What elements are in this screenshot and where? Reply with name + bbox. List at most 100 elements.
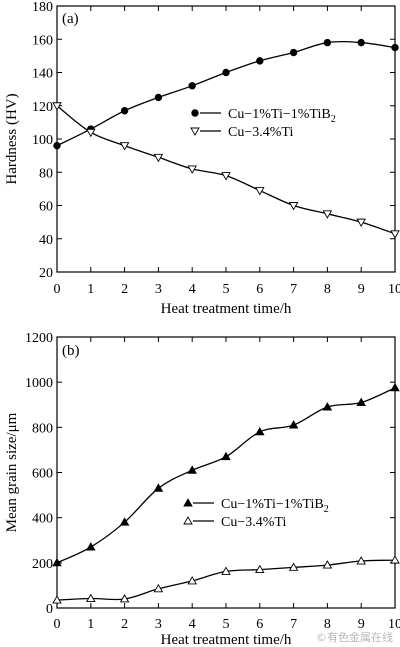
data-point: [356, 397, 366, 406]
data-point: [390, 382, 400, 392]
x-tick-label: 8: [324, 617, 331, 632]
y-tick-label: 100: [32, 133, 53, 148]
data-point: [119, 517, 130, 526]
data-point: [357, 38, 365, 47]
y-tick-label: 600: [32, 467, 53, 482]
data-point: [288, 420, 299, 429]
data-point: [289, 48, 298, 57]
x-tick-label: 9: [358, 617, 365, 632]
x-tick-label: 1: [87, 282, 94, 297]
x-tick-label: 5: [223, 282, 230, 297]
data-point: [153, 583, 164, 593]
data-point: [153, 153, 164, 163]
legend-marker: [183, 498, 193, 507]
y-tick-label: 0: [46, 602, 53, 617]
y-tick-label: 1000: [25, 376, 53, 391]
x-axis-label: Heat treatment time/h: [161, 301, 292, 317]
data-point: [221, 451, 231, 461]
x-tick-label: 6: [256, 617, 263, 632]
legend-entry: Cu−3.4%Ti: [228, 125, 293, 140]
legend-marker: [191, 109, 199, 117]
x-tick-label: 7: [290, 617, 297, 632]
data-point: [188, 82, 196, 90]
x-tick-label: 2: [121, 282, 128, 297]
data-point: [52, 102, 62, 111]
data-point: [221, 566, 231, 575]
series-line-1: [56, 105, 396, 235]
data-point: [187, 465, 197, 474]
data-point: [86, 542, 96, 551]
y-tick-label: 180: [32, 0, 53, 15]
x-tick-label: 5: [223, 617, 230, 632]
data-point: [322, 402, 333, 411]
x-tick-label: 2: [121, 617, 128, 632]
data-point: [154, 93, 163, 102]
data-point: [288, 202, 299, 211]
data-point: [86, 593, 96, 602]
series-line-0: [56, 387, 396, 564]
y-tick-label: 140: [32, 67, 53, 82]
grain-size-chart-panel: 0 1 2 3 4 5 6 7 8 9 10 0 200 400 600 800 1000 1200 Heat tr…: [4, 331, 400, 647]
y-tick-label: 120: [32, 100, 53, 115]
x-axis-label: Heat treatment time/h: [161, 632, 292, 647]
x-tick-label: 0: [54, 282, 61, 297]
x-tick-label: 8: [324, 282, 331, 297]
y-tick-label: 200: [32, 557, 53, 572]
x-tick-label: 3: [155, 617, 162, 632]
data-point: [255, 564, 265, 574]
y-axis-label: Hardness (HV): [4, 93, 20, 184]
data-point: [153, 483, 164, 492]
data-point: [53, 141, 61, 150]
x-tick-label: 4: [189, 617, 196, 632]
y-tick-label: 400: [32, 512, 53, 527]
data-point: [52, 595, 62, 604]
legend-entry: Cu−1%Ti−1%TiB2: [221, 497, 329, 515]
series-line-0: [56, 40, 396, 147]
data-point: [322, 210, 333, 219]
data-point: [356, 218, 366, 228]
panel-label: (a): [62, 11, 79, 27]
data-point: [390, 230, 400, 239]
data-point: [323, 38, 332, 47]
y-tick-label: 80: [39, 166, 53, 181]
plot-frame: [56, 5, 396, 273]
x-tick-label: 3: [155, 282, 162, 297]
y-tick-label: 40: [39, 233, 53, 248]
x-tick-label: 0: [54, 617, 61, 632]
x-tick-label: 1: [87, 617, 94, 632]
data-point: [221, 172, 231, 181]
y-tick-label: 20: [39, 266, 53, 281]
legend-marker: [190, 127, 200, 136]
data-point: [255, 187, 265, 196]
data-point: [222, 68, 230, 77]
x-tick-label: 6: [256, 282, 263, 297]
data-point: [52, 557, 62, 567]
y-tick-label: 160: [32, 33, 53, 48]
data-point: [322, 560, 333, 569]
data-point: [391, 43, 399, 52]
y-tick-label: 800: [32, 421, 53, 436]
x-tick-label: 10: [388, 282, 400, 297]
y-tick-label: 60: [39, 200, 53, 215]
y-axis-label: Mean grain size/μm: [4, 412, 20, 532]
hardness-chart-panel: 0 1 2 3 4 5 6 7 8 9 10 20 40 60 80 100 120 140 160 180 Heat …: [4, 0, 400, 317]
data-point: [120, 107, 129, 115]
y-tick-label: 1200: [25, 331, 53, 346]
x-tick-label: 4: [189, 282, 196, 297]
data-point: [390, 555, 400, 564]
legend-entry: Cu−3.4%Ti: [221, 515, 286, 530]
legend-entry: Cu−1%Ti−1%TiB2: [228, 107, 336, 125]
data-point: [86, 128, 96, 138]
data-point: [187, 165, 197, 174]
data-point: [119, 142, 130, 151]
x-tick-label: 9: [358, 282, 365, 297]
watermark: ©有色金属在线: [316, 630, 393, 644]
data-point: [187, 575, 197, 585]
data-point: [119, 594, 130, 603]
legend-marker: [183, 516, 193, 525]
data-point: [288, 562, 299, 571]
data-point: [255, 426, 265, 436]
data-point: [356, 556, 366, 565]
x-tick-label: 7: [290, 282, 297, 297]
